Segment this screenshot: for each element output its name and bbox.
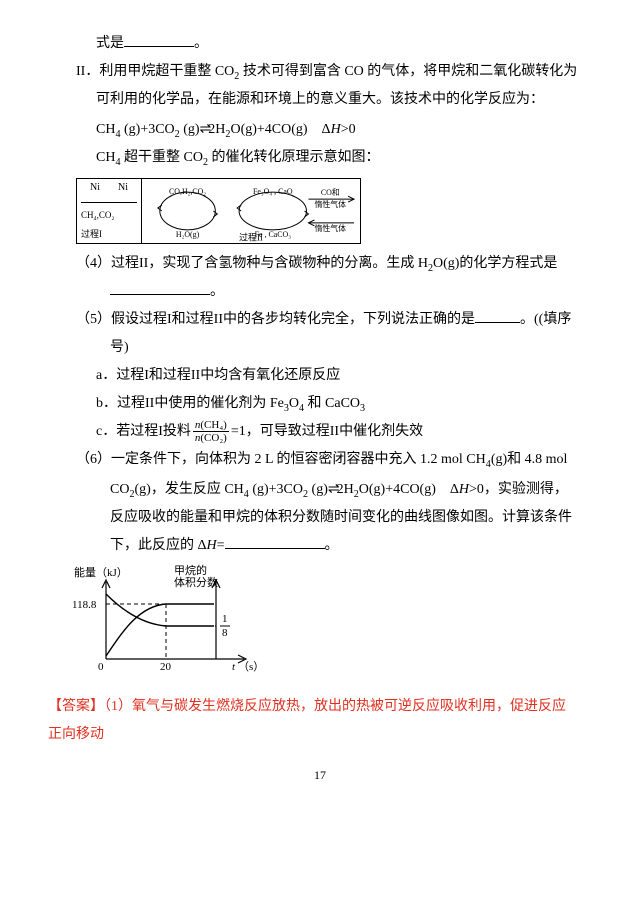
fn: 1 (222, 613, 228, 625)
txt: (CH₄) (200, 419, 226, 431)
txt: = (217, 538, 225, 553)
top-fragment: 式是 。 (48, 30, 592, 58)
txt: CO (110, 482, 129, 497)
txt: 2H (337, 482, 354, 497)
q6-4: 下，此反应的 ΔH= 。 (48, 532, 592, 560)
q4-blank: 。 (48, 278, 592, 306)
xlab2: （s） (238, 660, 264, 673)
catalytic-diagram: Ni Ni CH₄,CO₂ 过程I CO,H₂,CO₂ H₂O(g) Fe₃O₄ … (76, 178, 592, 244)
txt: O(g)+4CO(g) Δ (230, 122, 330, 137)
txt: O(g)的化学方程式是 (433, 256, 557, 271)
q5: （5）假设过程I和过程II中的各步均转化完全，下列说法正确的是 。((填序 (48, 306, 592, 334)
blank (124, 32, 194, 47)
txt: c．若过程I投料 (96, 424, 191, 439)
txt: (CO₂) (200, 432, 226, 444)
txt: (g) (180, 122, 200, 137)
x1: 20 (160, 661, 172, 673)
q6-3: 反应吸收的能量和甲烷的体积分数随时间变化的曲线图像如图。计算该条件 (48, 504, 592, 532)
txt: （6）一定条件下，向体积为 2 L 的恒容密闭容器中充入 1.2 mol CH (76, 452, 486, 467)
txt: b．过程II中使用的催化剂为 Fe (96, 396, 284, 411)
lbl: 惰性气体 (314, 199, 346, 209)
txt: Ni (118, 181, 128, 194)
blank (110, 280, 210, 295)
txt: II．利用甲烷超干重整 CO (76, 64, 234, 79)
txt: 下，此反应的 Δ (110, 538, 207, 553)
tlabel: 甲烷的 (174, 564, 207, 577)
lbl: 惰性气体 (314, 223, 346, 233)
txt: CH (96, 150, 115, 165)
txt: Ni (90, 181, 100, 194)
txt: 的催化转化原理示意如图： (208, 150, 380, 165)
txt: >0，实验测得， (469, 482, 568, 497)
txt: 。 (210, 284, 224, 299)
txt: （5）假设过程I和过程II中的各步均转化完全，下列说法正确的是 (76, 312, 475, 327)
y0: 0 (98, 661, 104, 673)
txt: 和 CaCO (304, 396, 360, 411)
txt: 。 (194, 36, 208, 51)
txt: (g)+3CO (121, 122, 175, 137)
txt: O (289, 396, 299, 411)
txt: 可利用的化学品，在能源和环境上的意义重大。该技术中的化学反应为： (96, 92, 544, 107)
q5b: 号) (48, 334, 592, 362)
lbl: CO,H₂,CO₂ (169, 187, 206, 196)
proc1: 过程I (81, 229, 137, 241)
page-number: 17 (48, 763, 592, 787)
txt: 式是 (96, 36, 124, 51)
process-box: CO,H₂,CO₂ H₂O(g) Fe₃O₄ , CaO Fe , CaCO₃ … (141, 178, 361, 244)
catalyst-box: Ni Ni CH₄,CO₂ 过程I (76, 178, 142, 244)
lbl: Fe₃O₄ , CaO (253, 187, 293, 196)
lbl: CO和 (320, 188, 339, 197)
blank (225, 534, 325, 549)
fd: 8 (222, 627, 228, 639)
txt: 。 (325, 538, 339, 553)
txt: （1）氧气与碳发生燃烧反应放热，放出的热被可逆反应吸收利用，促进反应 (104, 699, 566, 714)
sec-II-head2: 可利用的化学品，在能源和环境上的意义重大。该技术中的化学反应为： (48, 86, 592, 114)
q5-c: c．若过程I投料n(CH₄)n(CO₂)=1，可导致过程II中催化剂失效 (48, 418, 592, 446)
txt: H (459, 482, 469, 497)
ylabel: 能量（kJ） (74, 565, 128, 579)
txt: (g) (308, 482, 328, 497)
q4: （4）过程II，实现了含氢物种与含碳物种的分离。生成 H2O(g)的化学方程式是 (48, 250, 592, 278)
txt: =1，可导致过程II中催化剂失效 (231, 424, 423, 439)
txt: O(g)+4CO(g) Δ (359, 482, 459, 497)
equation: CH4 (g)+3CO2 (g)⇌2H2O(g)+4CO(g) ΔH>0 (48, 114, 592, 144)
txt: CH (96, 122, 115, 137)
equil-arrow-icon: ⇌ (328, 480, 337, 496)
sub: 3 (360, 403, 365, 414)
sec-II-head: II．利用甲烷超干重整 CO2 技术可得到富含 CO 的气体，将甲烷和二氧化碳转… (48, 58, 592, 86)
txt: (g)，发生反应 CH (135, 482, 244, 497)
feed: CH₄,CO₂ (81, 210, 137, 222)
txt: 2H (208, 122, 225, 137)
txt: H (207, 538, 217, 553)
caption: CH4 超干重整 CO2 的催化转化原理示意如图： (48, 144, 592, 172)
ni-row: Ni Ni (81, 181, 137, 194)
txt: H (331, 122, 341, 137)
txt: (g)和 4.8 mol (491, 452, 568, 467)
equil-arrow-icon: ⇌ (200, 120, 209, 136)
txt: 超干重整 CO (121, 150, 203, 165)
lbl: H₂O(g) (175, 230, 199, 239)
blank (475, 308, 520, 323)
txt: >0 (341, 122, 356, 137)
ans-tag: 【答案】 (48, 699, 104, 714)
answer: 【答案】（1）氧气与碳发生燃烧反应放热，放出的热被可逆反应吸收利用，促进反应 (48, 693, 592, 721)
txt: 。((填序 (520, 312, 571, 327)
q5-a: a．过程I和过程II中均含有氧化还原反应 (48, 362, 592, 390)
txt: （4）过程II，实现了含氢物种与含碳物种的分离。生成 H (76, 256, 428, 271)
yval: 118.8 (72, 599, 97, 611)
q6-2: CO2(g)，发生反应 CH4 (g)+3CO2 (g)⇌2H2O(g)+4CO… (48, 474, 592, 504)
energy-chart: 能量（kJ） 甲烷的 体积分数 118.8 0 20 t （s） 1 8 (66, 564, 592, 685)
txt: 技术可得到富含 CO 的气体，将甲烷和二氧化碳转化为 (239, 64, 577, 79)
fraction: n(CH₄)n(CO₂) (193, 419, 229, 444)
tlabel2: 体积分数 (174, 575, 218, 589)
txt: (g)+3CO (249, 482, 303, 497)
answer2: 正向移动 (48, 721, 592, 749)
xlab: t (232, 661, 236, 673)
lbl: 过程II (239, 232, 263, 243)
q5-b: b．过程II中使用的催化剂为 Fe3O4 和 CaCO3 (48, 390, 592, 418)
q6: （6）一定条件下，向体积为 2 L 的恒容密闭容器中充入 1.2 mol CH4… (48, 446, 592, 474)
